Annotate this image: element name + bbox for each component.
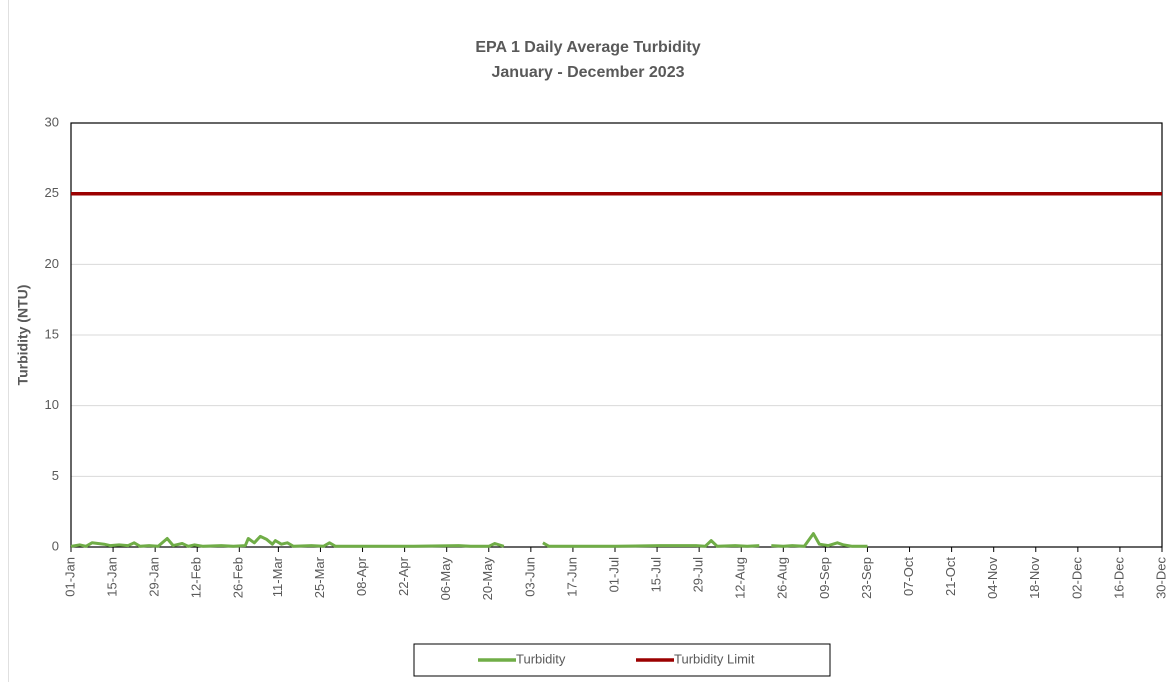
x-tick-label: 26-Feb [231, 557, 246, 598]
chart-title: EPA 1 Daily Average Turbidity [475, 39, 700, 56]
x-tick-label: 09-Sep [817, 557, 832, 599]
x-tick-label: 06-May [438, 557, 453, 601]
x-tick-label: 07-Oct [901, 557, 916, 596]
y-tick-label: 0 [52, 538, 59, 553]
x-tick-label: 16-Dec [1111, 557, 1126, 599]
x-tick-label: 12-Feb [189, 557, 204, 598]
y-tick-label: 10 [45, 397, 59, 412]
x-tick-label: 20-May [480, 557, 495, 601]
x-tick-label: 22-Apr [396, 556, 411, 596]
y-tick-label: 5 [52, 468, 59, 483]
y-tick-label: 15 [45, 326, 59, 341]
x-tick-label: 21-Oct [943, 557, 958, 596]
x-tick-label: 04-Nov [985, 557, 1000, 599]
x-tick-label: 15-Jul [649, 557, 664, 593]
x-tick-label: 12-Aug [733, 557, 748, 599]
legend-label: Turbidity Limit [674, 651, 755, 666]
series-line [70, 532, 868, 548]
y-axis-label: Turbidity (NTU) [15, 285, 31, 386]
x-tick-label: 08-Apr [354, 556, 369, 596]
x-tick-label: 26-Aug [775, 557, 790, 599]
y-tick-label: 20 [45, 256, 59, 271]
chart-subtitle: January - December 2023 [492, 64, 685, 81]
y-tick-label: 25 [45, 185, 59, 200]
x-tick-label: 02-Dec [1069, 557, 1084, 599]
legend-box [413, 643, 831, 677]
x-tick-label: 29-Jan [147, 557, 162, 597]
x-tick-label: 25-Mar [312, 556, 327, 598]
x-tick-label: 11-Mar [270, 556, 285, 597]
y-tick-label: 30 [45, 114, 59, 129]
x-tick-label: 01-Jan [62, 557, 77, 597]
x-tick-label: 03-Jun [522, 557, 537, 597]
x-tick-label: 01-Jul [606, 557, 621, 593]
x-tick-label: 18-Nov [1027, 557, 1042, 599]
x-tick-label: 29-Jul [691, 557, 706, 593]
x-tick-label: 17-Jun [564, 557, 579, 597]
x-tick-label: 15-Jan [105, 557, 120, 597]
x-tick-label: 30-Dec [1153, 557, 1168, 599]
x-tick-label: 23-Sep [859, 557, 874, 599]
legend-label: Turbidity [516, 651, 566, 666]
